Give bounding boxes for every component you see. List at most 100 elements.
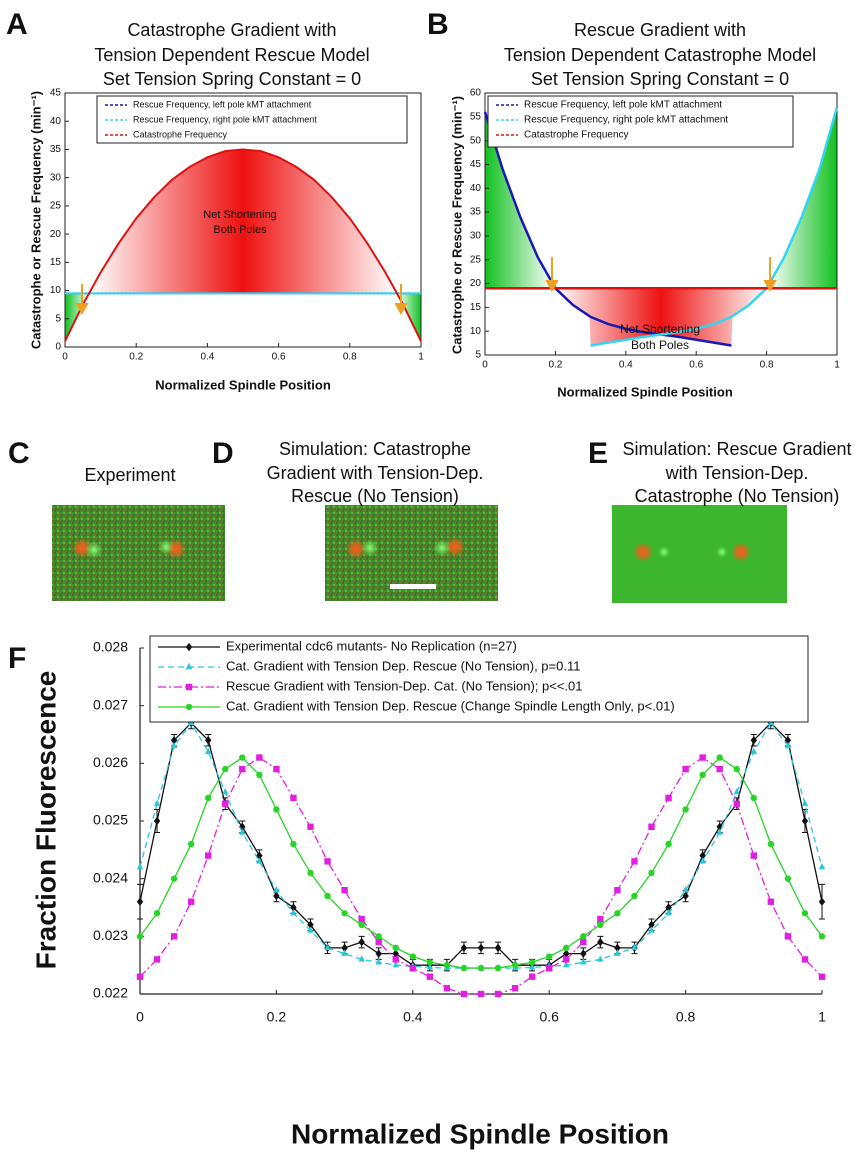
panel-2: F0.0220.0230.0240.0250.0260.0270.02800.2… — [8, 636, 826, 1149]
marker — [580, 939, 586, 945]
legend-label: Rescue Frequency, left pole kMT attachme… — [524, 100, 722, 111]
y-tick-label: 40 — [470, 183, 482, 194]
marker — [137, 898, 143, 906]
marker — [512, 962, 518, 968]
marker — [290, 795, 296, 801]
y-tick-label: 50 — [470, 135, 482, 146]
marker — [699, 754, 705, 760]
marker — [188, 899, 194, 905]
marker — [631, 893, 637, 899]
marker — [358, 938, 364, 946]
marker — [495, 991, 501, 997]
marker — [546, 965, 552, 971]
marker — [819, 898, 825, 906]
marker — [324, 893, 330, 899]
panel-letter: A — [6, 8, 28, 41]
marker — [444, 985, 450, 991]
scale-bar — [390, 584, 436, 589]
x-tick-label: 0 — [482, 360, 488, 371]
image-d — [325, 505, 498, 601]
x-tick-label: 0.2 — [548, 360, 562, 371]
chart-title: Rescue Gradient with — [574, 20, 746, 40]
marker — [461, 965, 467, 971]
marker — [154, 956, 160, 962]
x-tick-label: 0 — [62, 352, 68, 363]
marker — [239, 766, 245, 772]
marker — [597, 916, 603, 922]
annotation: Net Shortening — [203, 209, 276, 221]
legend-label: Cat. Gradient with Tension Dep. Rescue (… — [226, 658, 580, 673]
y-tick-label: 30 — [470, 231, 482, 242]
legend-label: Rescue Gradient with Tension-Dep. Cat. (… — [226, 678, 583, 693]
marker — [512, 985, 518, 991]
marker — [802, 817, 808, 825]
marker — [444, 962, 450, 968]
y-tick-label: 55 — [470, 111, 482, 122]
y-tick-label: 5 — [55, 313, 61, 324]
marker — [614, 910, 620, 916]
annotation: Both Poles — [213, 224, 267, 236]
marker — [734, 766, 740, 772]
chart-title: Set Tension Spring Constant = 0 — [531, 69, 789, 89]
annotation: Net Shortening — [620, 322, 700, 336]
marker — [597, 955, 603, 961]
marker — [410, 965, 416, 971]
x-tick-label: 0.6 — [689, 360, 703, 371]
image-caption: Catastrophe (No Tension) — [635, 486, 840, 506]
legend-label: Experimental cdc6 mutants- No Replicatio… — [226, 638, 517, 653]
marker — [648, 824, 654, 830]
marker — [137, 863, 143, 869]
marker — [239, 754, 245, 760]
image-e — [612, 505, 787, 603]
marker — [376, 933, 382, 939]
x-tick-label: 0.4 — [200, 352, 214, 363]
marker — [393, 945, 399, 951]
x-tick-label: 0.2 — [267, 1009, 287, 1025]
marker — [154, 817, 160, 825]
y-tick-label: 5 — [475, 350, 481, 361]
chart-title: Tension Dependent Rescue Model — [94, 45, 369, 65]
x-tick-label: 0 — [136, 1009, 144, 1025]
marker — [631, 858, 637, 864]
panel-letter: F — [8, 642, 26, 675]
marker — [682, 806, 688, 812]
image-caption: Rescue (No Tension) — [291, 486, 459, 506]
marker — [529, 974, 535, 980]
marker — [802, 910, 808, 916]
marker — [154, 800, 160, 806]
net-shortening-shading — [555, 288, 766, 345]
marker — [768, 841, 774, 847]
marker — [324, 858, 330, 864]
x-tick-label: 0.4 — [619, 360, 633, 371]
net-shortening-shading — [90, 149, 396, 293]
y-tick-label: 25 — [470, 254, 482, 265]
marker — [597, 922, 603, 928]
marker — [222, 788, 228, 794]
marker — [137, 933, 143, 939]
y-tick-label: 0.026 — [93, 754, 128, 770]
panel-letter: E — [588, 437, 608, 470]
legend-label: Rescue Frequency, right pole kMT attachm… — [524, 115, 728, 126]
annotation: Both Poles — [631, 338, 689, 352]
marker — [205, 852, 211, 858]
marker — [699, 772, 705, 778]
marker — [819, 933, 825, 939]
image-caption: with Tension-Dep. — [665, 463, 809, 483]
marker — [290, 841, 296, 847]
marker — [478, 965, 484, 971]
figure: ACatastrophe Gradient withTension Depend… — [0, 0, 865, 1155]
x-tick-label: 0.8 — [343, 352, 357, 363]
marker — [222, 766, 228, 772]
marker — [256, 772, 262, 778]
image-caption: Simulation: Rescue Gradient — [622, 439, 851, 459]
x-tick-label: 0.8 — [760, 360, 774, 371]
marker — [393, 956, 399, 962]
y-axis-label: Catastrophe or Rescue Frequency (min⁻¹) — [449, 96, 464, 354]
marker — [358, 922, 364, 928]
marker — [171, 742, 177, 748]
marker — [580, 933, 586, 939]
marker — [802, 800, 808, 806]
marker — [768, 899, 774, 905]
x-axis-label: Normalized Spindle Position — [155, 377, 331, 392]
